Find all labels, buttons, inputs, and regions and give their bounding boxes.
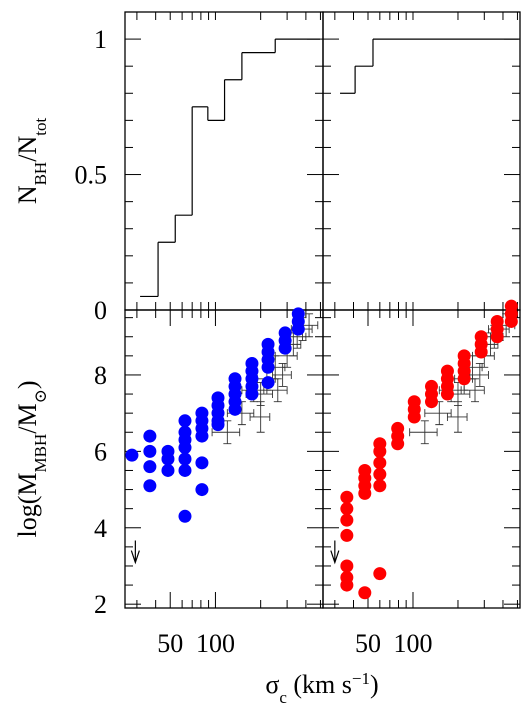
error-bar-y (305, 313, 314, 338)
point (373, 479, 387, 493)
x-tick-label: 50 (355, 629, 381, 658)
x-axis-label-part: ) (370, 670, 379, 699)
y-tick-label: 4 (94, 514, 107, 543)
point (261, 360, 275, 374)
point (504, 314, 518, 328)
y-axis-label-part: ) (13, 381, 42, 390)
point (161, 463, 175, 477)
x-axis-label-part: −1 (352, 669, 370, 688)
point (457, 372, 471, 386)
point (178, 441, 192, 455)
point (340, 578, 354, 592)
point (143, 479, 157, 493)
y-tick-label: 6 (94, 437, 107, 466)
y-axis-label: NBH/Ntot (13, 118, 50, 205)
error-bar-y (273, 378, 282, 403)
y-tick-label: 2 (94, 590, 107, 619)
x-tick-label: 100 (393, 629, 432, 658)
upper-limit (130, 540, 140, 565)
point (278, 341, 292, 355)
y-axis-label-part: ⊙ (31, 389, 50, 403)
y-axis-label: log(MMBH/M⊙) (13, 381, 50, 538)
error-bar-x (463, 386, 485, 395)
point (291, 322, 305, 336)
point (373, 567, 387, 581)
point (407, 410, 421, 424)
error-bar-y (453, 401, 462, 433)
point (391, 437, 405, 451)
point (125, 448, 139, 462)
error-bar-x (446, 412, 468, 421)
x-axis-label-part: (km s (287, 670, 352, 699)
error-bar-y (471, 378, 480, 403)
point (340, 513, 354, 527)
point (161, 452, 175, 466)
y-axis-label-part: N (13, 185, 42, 204)
error-bar-y (256, 401, 265, 433)
error-bar-y (420, 420, 429, 445)
point (261, 376, 275, 390)
point (143, 444, 157, 458)
x-axis-label: σc (km s−1) (265, 669, 378, 706)
y-axis-label-part: /M (13, 403, 42, 433)
y-tick-label: 0.5 (75, 161, 108, 190)
point (340, 502, 354, 516)
x-axis-label-part: c (279, 688, 287, 706)
x-tick-label: 50 (157, 629, 183, 658)
point (373, 456, 387, 470)
point (340, 490, 354, 504)
upper-limit (330, 540, 340, 565)
panel-frame (322, 309, 521, 609)
y-tick-label: 8 (94, 361, 107, 390)
point (358, 486, 372, 500)
point (373, 467, 387, 481)
error-bar-x (409, 428, 438, 437)
point (211, 418, 225, 432)
point (195, 456, 209, 470)
error-bar-x (424, 409, 452, 418)
point (440, 387, 454, 401)
point (143, 429, 157, 443)
y-tick-label: 0 (94, 296, 107, 325)
error-bar-y (278, 363, 287, 387)
point (373, 444, 387, 458)
point (228, 402, 242, 416)
point (178, 414, 192, 428)
x-tick-label: 100 (196, 629, 235, 658)
error-bar-x (249, 412, 271, 421)
point (178, 463, 192, 477)
point (340, 528, 354, 542)
y-tick-label: 1 (94, 25, 107, 54)
x-axis-label-part: σ (265, 670, 279, 699)
point (143, 460, 157, 474)
y-axis-label-part: log(M (13, 473, 42, 538)
error-bar-x (272, 370, 292, 379)
y-axis-label-part: /N (13, 136, 42, 162)
point (245, 387, 259, 401)
error-bar-x (211, 428, 241, 437)
y-axis-label-part: BH (31, 162, 50, 186)
point (490, 330, 504, 344)
point (178, 452, 192, 466)
point (424, 395, 438, 409)
error-bar-y (475, 363, 484, 387)
point (195, 483, 209, 497)
error-bar-y (223, 420, 232, 445)
point (474, 345, 488, 359)
y-axis-label-part: tot (31, 118, 50, 136)
y-axis-label-part: MBH (31, 434, 50, 473)
panel-frame (124, 11, 324, 311)
panel-frame (322, 11, 521, 311)
point (340, 559, 354, 573)
point (178, 509, 192, 523)
point (358, 586, 372, 600)
point (195, 429, 209, 443)
